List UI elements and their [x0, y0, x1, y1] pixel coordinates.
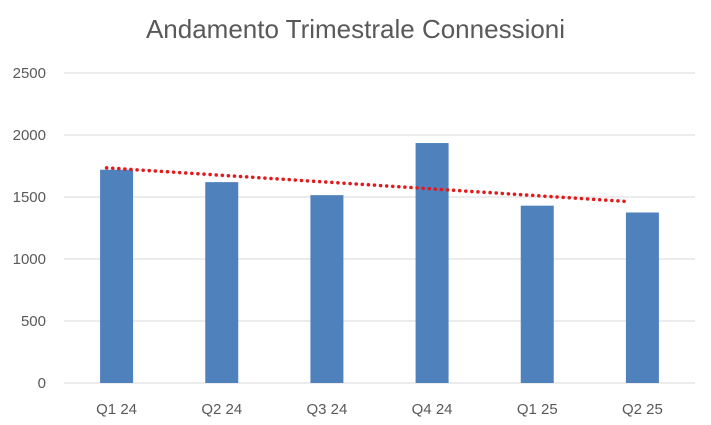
bar — [625, 212, 659, 383]
x-tick-label: Q3 24 — [306, 401, 347, 418]
y-axis-ticks: 0 500 1000 1500 2000 2500 — [13, 65, 46, 392]
trendline-layer — [104, 166, 627, 204]
x-tick-label: Q4 24 — [412, 401, 453, 418]
trendline — [104, 166, 627, 204]
x-tick-label: Q1 24 — [96, 401, 137, 418]
bar — [310, 195, 344, 383]
x-tick-label: Q1 25 — [517, 401, 558, 418]
x-tick-label: Q2 25 — [622, 401, 663, 418]
bar — [520, 205, 554, 383]
x-tick-label: Q2 24 — [201, 401, 242, 418]
gridlines — [64, 72, 695, 384]
y-tick-label: 2000 — [13, 127, 46, 144]
bar — [100, 169, 134, 383]
bars — [100, 143, 659, 383]
y-tick-label: 2500 — [13, 65, 46, 82]
y-tick-label: 1000 — [13, 251, 46, 268]
y-tick-label: 500 — [21, 313, 46, 330]
chart-title: Andamento Trimestrale Connessioni — [145, 14, 566, 44]
bar — [415, 143, 449, 383]
x-axis-ticks: Q1 24 Q2 24 Q3 24 Q4 24 Q1 25 Q2 25 — [96, 401, 663, 418]
y-tick-label: 1500 — [13, 189, 46, 206]
y-tick-label: 0 — [38, 375, 46, 392]
bar — [205, 182, 239, 383]
